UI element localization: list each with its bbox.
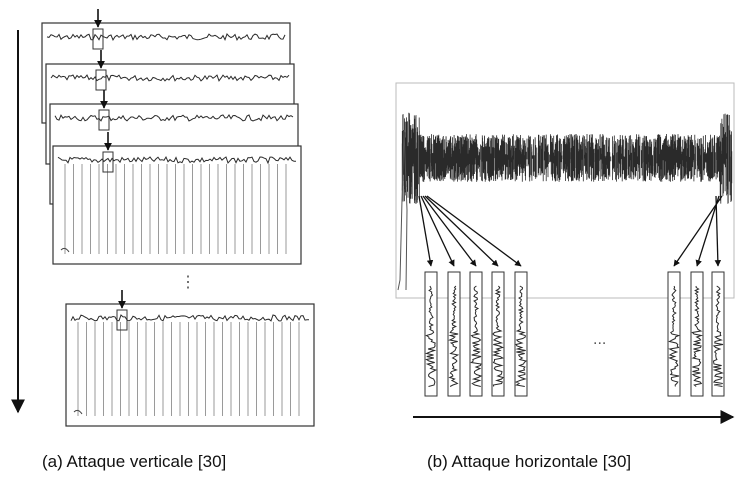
trace-stack xyxy=(41,9,302,265)
window-pointer-arrow xyxy=(418,195,434,267)
trace-start-edge xyxy=(397,129,408,291)
window-segment xyxy=(469,271,483,397)
trace-card-frame xyxy=(52,145,302,265)
trace-spikes xyxy=(77,322,300,416)
caption-vertical-attack: (a) Attaque verticale [30] xyxy=(42,452,227,471)
trace-tail xyxy=(60,247,70,253)
window-pointer-arrow xyxy=(422,195,477,267)
trace-signal xyxy=(70,314,309,322)
window-signal xyxy=(712,285,724,387)
window-signal xyxy=(668,285,681,387)
window-pointer-arrow xyxy=(673,195,723,267)
highlight-window xyxy=(116,309,128,331)
trace-plot-frame xyxy=(395,82,735,299)
trace-spikes xyxy=(64,164,287,254)
window-pointer-arrow xyxy=(426,195,522,267)
window-signal xyxy=(470,285,483,387)
long-power-trace xyxy=(397,112,733,291)
window-pointer-arrow xyxy=(695,195,720,267)
window-signal xyxy=(491,285,505,387)
caption-horizontal-attack: (b) Attaque horizontale [30] xyxy=(427,452,632,471)
trace-card-last xyxy=(65,290,315,427)
vertical-attack-panel xyxy=(11,9,315,427)
trace-signal xyxy=(50,74,290,82)
trace-signal xyxy=(46,33,286,42)
window-signal xyxy=(691,285,704,387)
highlight-window xyxy=(98,109,110,131)
window-segments xyxy=(418,195,725,397)
trace-signal xyxy=(54,114,294,122)
highlight-window xyxy=(102,151,114,173)
noise-band xyxy=(401,112,733,204)
trace-signal xyxy=(57,156,296,165)
window-signal xyxy=(424,285,438,387)
trace-card-frame xyxy=(65,303,315,427)
horizontal-attack-panel xyxy=(395,82,735,424)
window-pointer-arrow xyxy=(714,195,722,267)
window-segment xyxy=(447,271,461,397)
highlight-window xyxy=(92,28,104,50)
window-pointer-arrow xyxy=(420,195,455,267)
window-signal xyxy=(448,285,460,387)
horizontal-ellipsis: ... xyxy=(593,331,607,348)
trace-tail xyxy=(73,409,83,415)
vertical-ellipsis: ⋮ xyxy=(180,274,196,291)
window-signal xyxy=(515,285,528,387)
window-segment xyxy=(690,271,704,397)
window-pointer-arrow xyxy=(424,195,499,267)
highlight-window xyxy=(95,69,107,91)
